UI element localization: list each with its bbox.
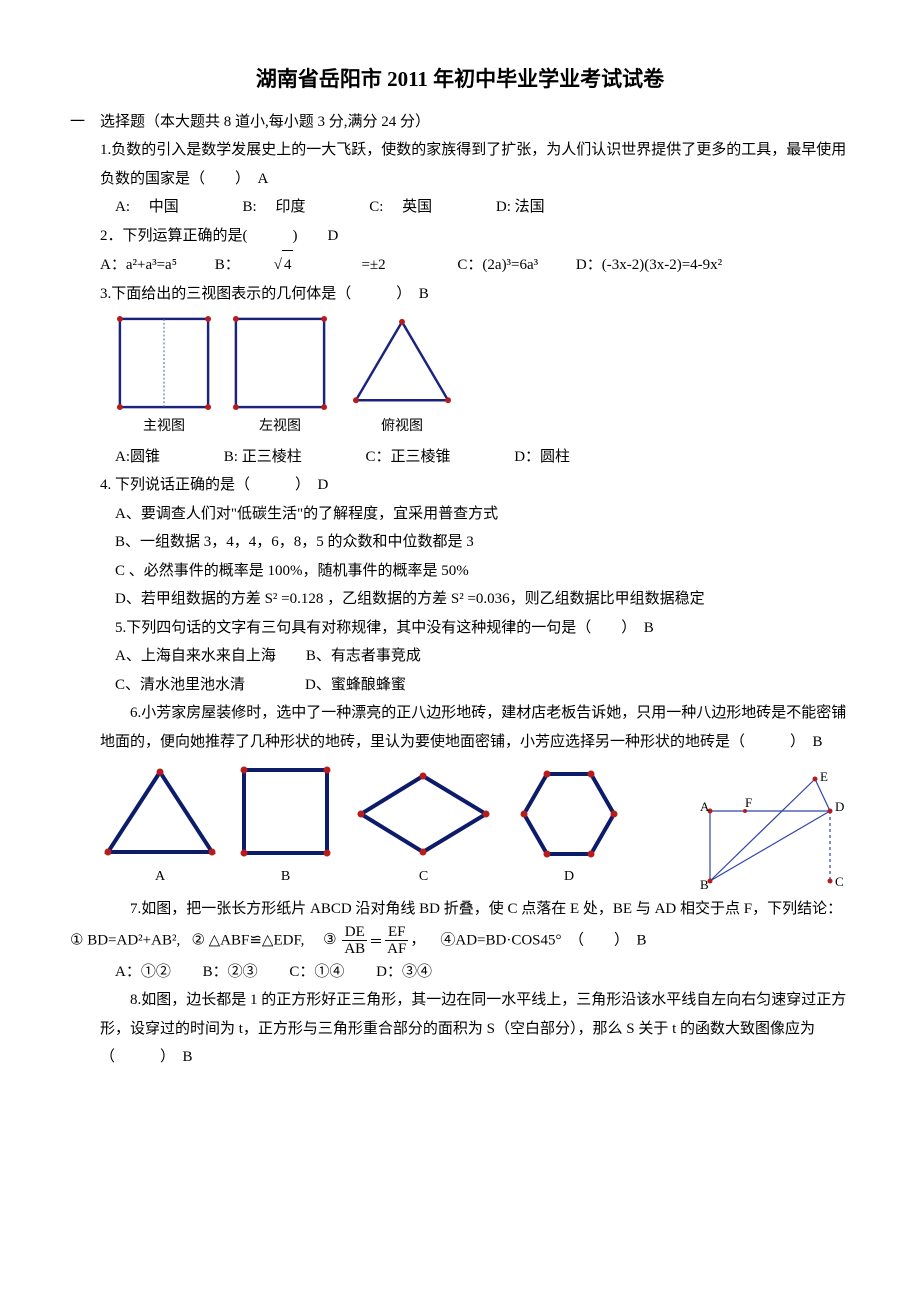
q4-opt-b: B、一组数据 3，4，4，6，8，5 的众数和中位数都是 3 — [70, 528, 850, 557]
q4-opt-d: D、若甲组数据的方差 S² =0.128 ，乙组数据的方差 S² =0.036，… — [70, 585, 850, 614]
q4-opt-a: A、要调查人们对"低碳生活"的了解程度，宜采用普查方式 — [70, 500, 850, 529]
q3-options: A:圆锥 B: 正三棱柱 C：正三棱锥 D：圆柱 — [70, 443, 850, 472]
q3-views-row: 主视图 左视图 俯视图 — [115, 314, 850, 441]
q3-front-view: 主视图 — [115, 314, 213, 441]
q3-opt-b: B: 正三棱柱 — [224, 443, 302, 472]
q8-text: 8.如图，边长都是 1 的正方形好正三角形，其一边在同一水平线上，三角形沿该水平… — [70, 986, 850, 1072]
q7-c3: ③ DEABEFAF， — [323, 932, 429, 948]
q7-opt-d: D：③④ — [376, 958, 432, 987]
q3-top-view: 俯视图 — [347, 314, 457, 441]
q7-opt-b: B：②③ — [203, 958, 258, 987]
svg-text:E: E — [820, 771, 828, 784]
q6-label-b: B — [238, 864, 333, 891]
q3-opt-a: A:圆锥 — [115, 443, 160, 472]
q6-shape-a: A — [100, 764, 220, 891]
svg-text:F: F — [745, 795, 752, 810]
q3-left-view: 左视图 — [231, 314, 329, 441]
q3-opt-d: D：圆柱 — [514, 443, 570, 472]
q3-text: 3.下面给出的三视图表示的几何体是（ ） B — [70, 280, 850, 309]
q2-opt-c: C：(2a)³=6a³ — [457, 251, 538, 280]
q1-options: A: 中国 B: 印度 C: 英国 D: 法国 — [70, 193, 850, 222]
q4-opt-c: C 、必然事件的概率是 100%，随机事件的概率是 50% — [70, 557, 850, 586]
q3-opt-c: C：正三棱锥 — [365, 443, 450, 472]
q7-conclusions: ① BD=AD²+AB², ② △ABF≌△EDF, ③ DEABEFAF， ④… — [70, 924, 850, 958]
q6-label-d: D — [514, 864, 624, 891]
q3-front-label: 主视图 — [115, 414, 213, 441]
q2-text: 2．下列运算正确的是( ) D — [70, 222, 850, 251]
q5-opts-cd: C、清水池里池水清 D、蜜蜂酿蜂蜜 — [70, 671, 850, 700]
q2-opt-a: A：a²+a³=a⁵ — [100, 251, 177, 280]
q6-shape-c: C — [351, 764, 496, 891]
q7-c2: ② △ABF≌△EDF, — [191, 932, 304, 948]
q5-text: 5.下列四句话的文字有三句具有对称规律，其中没有这种规律的一句是（ ） B — [70, 614, 850, 643]
page-title: 湖南省岳阳市 2011 年初中毕业学业考试试卷 — [70, 60, 850, 100]
q6-label-a: A — [100, 864, 220, 891]
q1-text: 1.负数的引入是数学发展史上的一大飞跃，使数的家族得到了扩张，为人们认识世界提供… — [70, 136, 850, 193]
q6-label-c: C — [351, 864, 496, 891]
q7-c4: ④AD=BD·COS45° （ ） B — [440, 932, 646, 948]
svg-text:C: C — [835, 874, 844, 889]
svg-text:B: B — [700, 877, 709, 891]
q1-opt-a: A: 中国 — [115, 193, 179, 222]
q5-opts-ab: A、上海自来水来自上海 B、有志者事竞成 — [70, 642, 850, 671]
q1-opt-d: D: 法国 — [496, 193, 545, 222]
q6-shape-b: B — [238, 764, 333, 891]
q2-options: A：a²+a³=a⁵ B：4=±2 C：(2a)³=6a³ D：(-3x-2)(… — [70, 250, 850, 280]
q7-options: A：①② B：②③ C：①④ D：③④ — [70, 958, 850, 987]
q2-opt-b: B：4=±2 — [215, 250, 420, 280]
q7-c1: ① BD=AD²+AB², — [70, 932, 180, 948]
svg-text:D: D — [835, 799, 844, 814]
q7-diagram: A D C B E F — [700, 771, 850, 891]
q6-shapes-row: A B C D — [100, 764, 850, 891]
q7-opt-a: A：①② — [115, 958, 171, 987]
q7-text: 7.如图，把一张长方形纸片 ABCD 沿对角线 BD 折叠，使 C 点落在 E … — [70, 895, 850, 924]
q1-opt-c: C: 英国 — [369, 193, 432, 222]
q6-text: 6.小芳家房屋装修时，选中了一种漂亮的正八边形地砖，建材店老板告诉她，只用一种八… — [70, 699, 850, 756]
svg-text:A: A — [700, 799, 710, 814]
q7-opt-c: C：①④ — [289, 958, 344, 987]
section-header: 一 选择题（本大题共 8 道小,每小题 3 分,满分 24 分） — [70, 108, 850, 137]
q2-opt-d: D：(-3x-2)(3x-2)=4-9x² — [576, 251, 722, 280]
q4-text: 4. 下列说话正确的是（ ） D — [70, 471, 850, 500]
q1-opt-b: B: 印度 — [243, 193, 306, 222]
q3-left-label: 左视图 — [231, 414, 329, 441]
q6-shape-d: D — [514, 764, 624, 891]
q3-top-label: 俯视图 — [347, 414, 457, 441]
